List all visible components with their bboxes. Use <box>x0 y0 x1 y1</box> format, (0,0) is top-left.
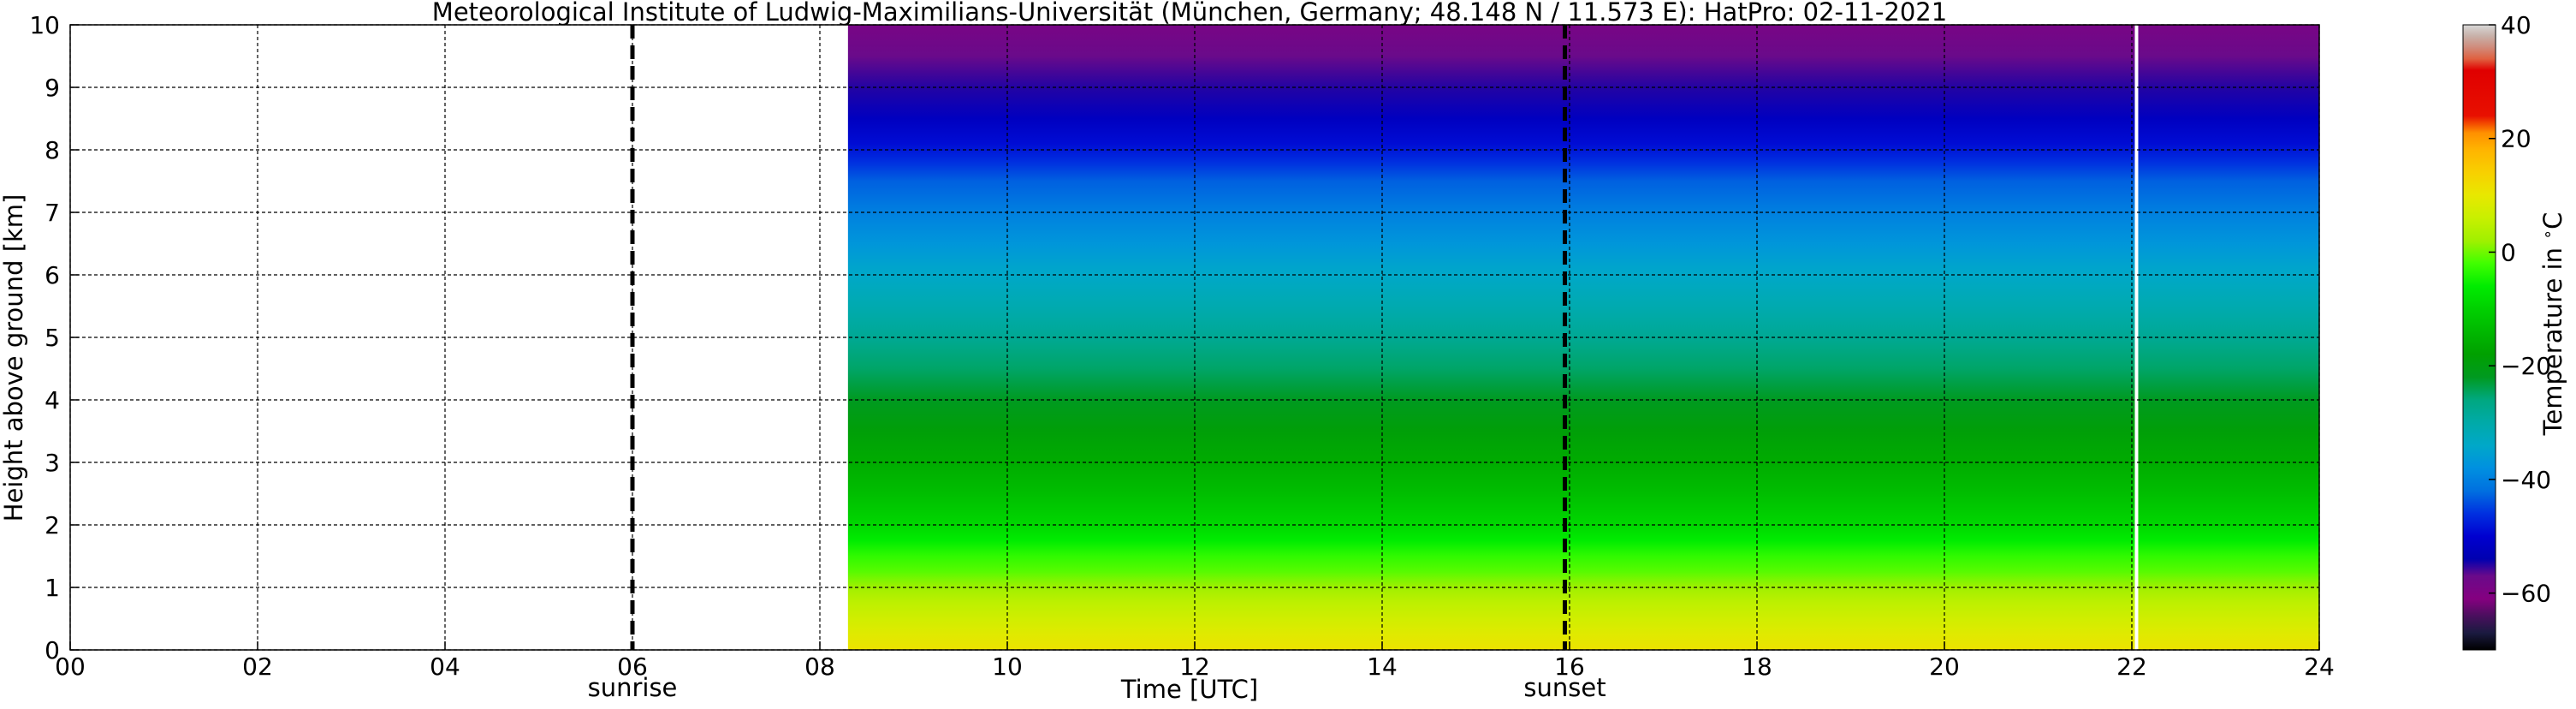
x-tick-label: 10 <box>992 652 1023 681</box>
x-tick-label: 20 <box>1929 652 1960 681</box>
y-tick-label: 7 <box>45 199 60 227</box>
x-tick-label: 04 <box>430 652 460 681</box>
x-axis-label: Time [UTC] <box>1120 675 1258 704</box>
y-axis-label: Height above ground [km] <box>0 194 28 522</box>
y-tick-label: 1 <box>45 574 60 602</box>
colorbar-tick-label: 20 <box>2501 125 2531 153</box>
x-tick-label: 18 <box>1742 652 1772 681</box>
plot-area: sunrise sunset <box>69 24 2320 702</box>
colorbar-tick-label: −20 <box>2501 352 2551 380</box>
y-tick-label: 5 <box>45 324 60 352</box>
colorbar-label: Temperature in ∘C <box>2538 212 2567 437</box>
y-tick-label: 2 <box>45 511 60 539</box>
y-tick-label: 4 <box>45 386 60 414</box>
colorbar-label-prefix: Temperature in <box>2538 240 2567 437</box>
x-tick-label: 02 <box>242 652 273 681</box>
colorbar-label-degree: ∘ <box>2538 229 2557 240</box>
x-tick-label: 16 <box>1554 652 1585 681</box>
colorbar-tick-label: −60 <box>2501 580 2551 608</box>
colorbar-tick-label: −40 <box>2501 466 2551 494</box>
y-tick-label: 3 <box>45 449 60 477</box>
x-tick-label: 06 <box>617 652 648 681</box>
colorbar-frame <box>2462 24 2496 651</box>
colorbar-label-unit: C <box>2538 212 2567 229</box>
x-tick-label: 24 <box>2304 652 2335 681</box>
colorbar-ticks: 40 20 0 −20 −40 −60 <box>2489 11 2551 608</box>
x-axis-ticks: 00 02 04 06 08 10 12 14 16 18 20 22 24 <box>55 641 2335 681</box>
x-tick-label: 00 <box>55 652 86 681</box>
y-tick-label: 0 <box>45 636 60 664</box>
colorbar: 40 20 0 −20 −40 −60 Temperature in ∘C <box>2462 11 2567 651</box>
y-tick-label: 10 <box>29 11 60 39</box>
colorbar-scale <box>2463 25 2496 650</box>
y-tick-label: 8 <box>45 136 60 164</box>
x-tick-label: 12 <box>1179 652 1210 681</box>
sunset-label: sunset <box>1523 673 1606 702</box>
y-tick-label: 6 <box>45 261 60 289</box>
y-tick-label: 9 <box>45 74 60 102</box>
x-tick-label: 08 <box>804 652 835 681</box>
y-axis-ticks: 0 1 2 3 4 5 6 7 8 9 10 <box>29 11 79 664</box>
x-tick-label: 14 <box>1367 652 1398 681</box>
sunrise-label: sunrise <box>588 673 678 702</box>
colorbar-tick-label: 0 <box>2501 238 2516 266</box>
x-tick-label: 22 <box>2116 652 2147 681</box>
sun-markers: sunrise sunset <box>588 25 1606 702</box>
colorbar-tick-label: 40 <box>2501 11 2531 39</box>
temperature-field <box>847 25 2319 650</box>
chart-title: Meteorological Institute of Ludwig-Maxim… <box>432 0 1947 27</box>
